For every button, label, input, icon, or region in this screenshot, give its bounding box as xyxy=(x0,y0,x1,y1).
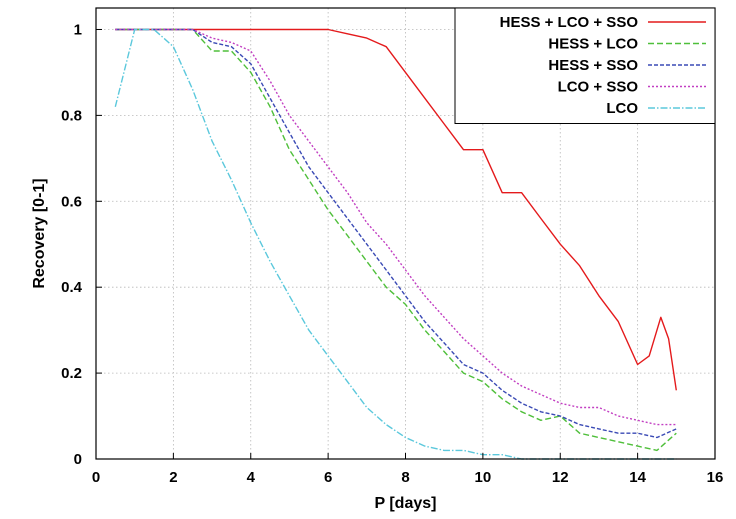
legend: HESS + LCO + SSO HESS + LCO HESS + SSO LCO … xyxy=(454,7,716,124)
y-axis-title: Recovery [0-1] xyxy=(31,178,48,288)
y-tick-label: 0.6 xyxy=(61,193,82,210)
legend-label: HESS + SSO xyxy=(548,57,638,74)
series-line-4 xyxy=(115,28,677,426)
x-tick-label: 2 xyxy=(169,469,177,486)
legend-label: HESS + LCO + SSO xyxy=(500,14,639,31)
legend-box xyxy=(454,7,716,124)
x-tick-label: 16 xyxy=(707,469,724,486)
tick-labels: 0 2 4 6 8 10 12 14 16 0 0.2 0.4 0.6 0.8 1 xyxy=(61,21,723,486)
x-tick-label: 4 xyxy=(247,469,256,486)
y-tick-label: 1 xyxy=(74,21,82,38)
legend-label: LCO + SSO xyxy=(558,79,639,96)
x-axis-title: P [days] xyxy=(375,495,437,512)
legend-label: HESS + LCO xyxy=(548,36,638,53)
x-tick-label: 0 xyxy=(92,469,100,486)
x-tick-label: 6 xyxy=(324,469,332,486)
x-tick-label: 10 xyxy=(475,469,492,486)
y-tick-label: 0 xyxy=(74,451,82,468)
y-tick-label: 0.4 xyxy=(61,279,83,296)
legend-label: LCO xyxy=(606,100,638,117)
x-tick-label: 12 xyxy=(552,469,569,486)
x-tick-label: 14 xyxy=(629,469,646,486)
series-line-1 xyxy=(115,28,677,391)
x-tick-label: 8 xyxy=(401,469,409,486)
y-tick-label: 0.8 xyxy=(61,107,82,124)
series-line-2 xyxy=(115,28,677,452)
series-line-3 xyxy=(115,28,677,439)
y-tick-label: 0.2 xyxy=(61,365,82,382)
